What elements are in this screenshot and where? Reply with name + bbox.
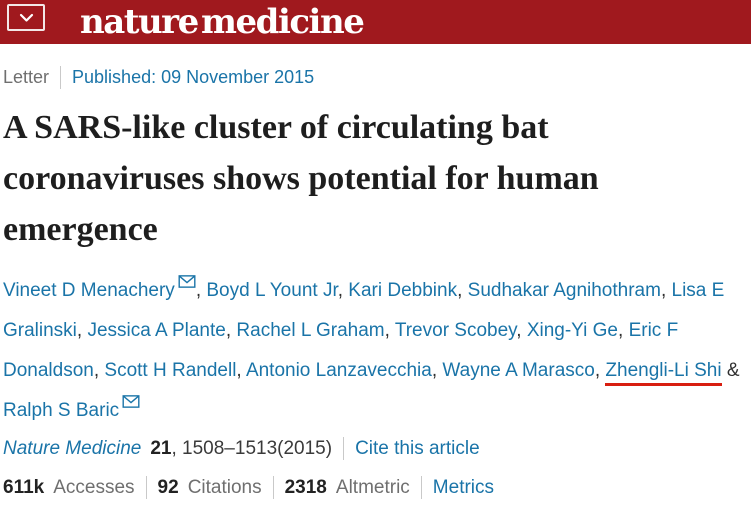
divider	[60, 66, 62, 89]
author-separator: ,	[195, 280, 207, 301]
author-link[interactable]: Trevor Scobey	[394, 320, 517, 341]
author-separator: ,	[660, 280, 672, 301]
author-separator: ,	[516, 320, 527, 341]
author-link[interactable]: Wayne A Marasco	[442, 360, 595, 381]
author-separator: ,	[225, 320, 237, 341]
author-separator: ,	[337, 280, 349, 301]
author-link[interactable]: Eric F Donaldson	[3, 320, 679, 381]
published-date-link[interactable]: Published: 09 November 2015	[72, 67, 315, 87]
volume-number: 21	[150, 437, 172, 459]
author-link[interactable]: Antonio Lanzavecchia	[245, 360, 432, 381]
author-separator: ,	[594, 360, 606, 381]
author-link-annotated[interactable]: Zhengli-Li Shi	[605, 360, 722, 386]
article-header: Letter Published: 09 November 2015 A SAR…	[0, 66, 751, 499]
author-link[interactable]: Jessica A Plante	[87, 320, 226, 341]
accesses-label: Accesses	[53, 476, 135, 498]
author-link[interactable]: Kari Debbink	[348, 280, 458, 301]
author-link[interactable]: Lisa E Gralinski	[3, 280, 725, 341]
cite-this-article-link[interactable]: Cite this article	[355, 437, 480, 459]
divider	[145, 476, 147, 499]
author-link[interactable]: Xing-Yi Ge	[526, 320, 618, 341]
envelope-icon[interactable]	[122, 395, 140, 408]
chevron-down-icon	[19, 13, 34, 23]
journal-logo[interactable]: nature medicine	[80, 2, 365, 42]
divider	[420, 476, 422, 499]
author-separator: ,	[93, 360, 105, 381]
author-link[interactable]: Vineet D Menachery	[3, 280, 175, 301]
accesses-count: 611k	[3, 476, 45, 498]
author-separator: ,	[457, 280, 468, 301]
author-separator: ,	[431, 360, 443, 381]
article-type-label: Letter	[3, 67, 50, 87]
author-link[interactable]: Ralph S Baric	[3, 400, 120, 421]
author-link[interactable]: Sudhakar Agnihothram	[467, 280, 661, 301]
metrics-row: 611k Accesses 92 Citations 2318 Altmetri…	[3, 476, 747, 499]
citation-row: Nature Medicine 21 , 1508–1513(2015) Cit…	[3, 437, 747, 460]
envelope-icon[interactable]	[178, 275, 196, 288]
author-ampersand: &	[721, 360, 740, 381]
article-title: A SARS-like cluster of circulating bat c…	[3, 109, 599, 248]
author-link[interactable]: Rachel L Graham	[236, 320, 385, 341]
altmetric-label: Altmetric	[335, 476, 410, 498]
author-separator: ,	[618, 320, 629, 341]
author-link[interactable]: Scott H Randell	[104, 360, 237, 381]
author-separator: ,	[236, 360, 246, 381]
journal-name-link[interactable]: Nature Medicine	[3, 437, 142, 459]
altmetric-count: 2318	[284, 476, 327, 498]
author-separator: ,	[76, 320, 88, 341]
author-list: Vineet D Menachery, Boyd L Yount Jr, Kar…	[3, 271, 747, 431]
pages-year: , 1508–1513(2015)	[171, 437, 333, 459]
author-separator: ,	[384, 320, 395, 341]
divider	[343, 437, 345, 460]
journal-menu-button[interactable]	[7, 4, 45, 31]
author-link[interactable]: Boyd L Yount Jr	[206, 280, 338, 301]
citations-label: Citations	[187, 476, 262, 498]
article-meta-row: Letter Published: 09 November 2015	[3, 66, 747, 89]
metrics-link[interactable]: Metrics	[432, 476, 495, 498]
citations-count: 92	[157, 476, 179, 498]
divider	[272, 476, 274, 499]
journal-header-bar: nature medicine	[0, 0, 751, 44]
